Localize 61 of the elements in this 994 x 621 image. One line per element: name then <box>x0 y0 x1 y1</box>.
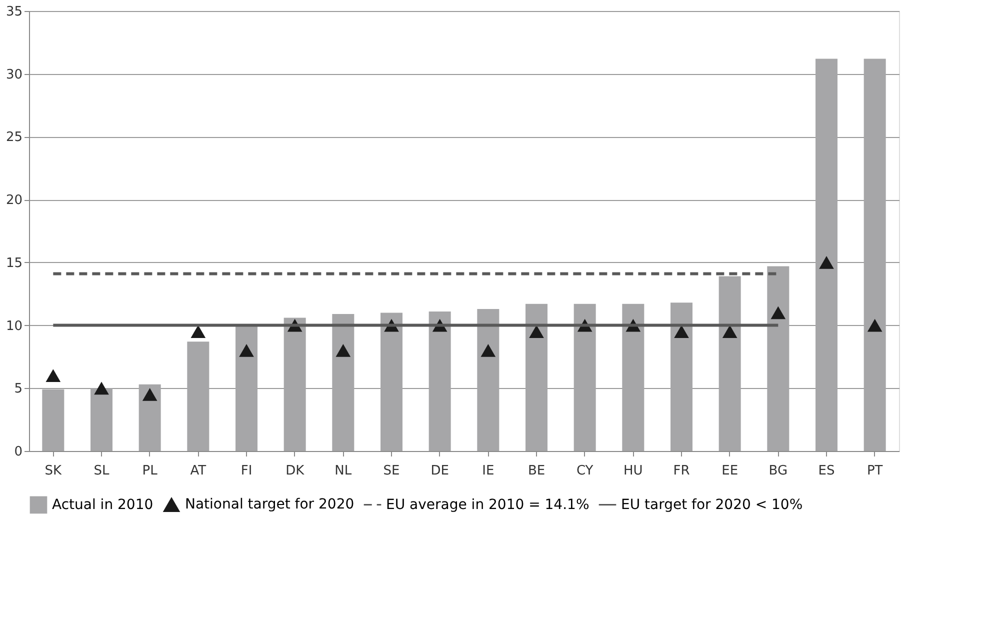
bar <box>767 266 790 451</box>
bar <box>187 342 210 451</box>
bar <box>526 304 548 451</box>
bar <box>284 318 306 451</box>
bar <box>380 312 402 451</box>
legend-label: Actual in 2010 <box>52 496 154 513</box>
x-tick-label: FI <box>240 464 252 478</box>
bar <box>622 304 644 451</box>
y-tick-label: 10 <box>6 318 22 334</box>
bar <box>332 314 354 451</box>
bar <box>428 311 451 451</box>
point <box>94 382 109 395</box>
x-tick-label: PT <box>866 464 883 478</box>
bar <box>670 302 692 451</box>
bar <box>42 389 64 451</box>
point <box>480 344 496 357</box>
x-tick-label: IE <box>482 464 494 478</box>
legend-label: EU target for 2020 < 10% <box>621 496 803 513</box>
x-tick-label: SK <box>44 464 62 478</box>
point <box>722 325 738 338</box>
legend-label: National target for 2020 <box>185 496 354 512</box>
bar <box>864 58 886 451</box>
point <box>336 344 351 357</box>
x-tick-label: EE <box>722 464 738 478</box>
legend-label: EU average in 2010 = 14.1% <box>386 496 590 513</box>
point <box>819 256 834 269</box>
x-tick-label: HU <box>624 464 643 478</box>
point <box>770 306 786 320</box>
x-tick-label: PL <box>142 464 158 478</box>
x-tick-label: DK <box>286 464 305 478</box>
y-tick-label: 15 <box>6 256 22 271</box>
x-tick-label: NL <box>334 464 352 478</box>
bar <box>236 325 258 451</box>
x-tick-label: SL <box>94 464 110 478</box>
bar <box>138 384 161 451</box>
bar <box>477 308 500 451</box>
y-tick-label: 5 <box>14 382 22 397</box>
x-tick-label: ES <box>818 464 835 478</box>
y-tick-label: 0 <box>14 444 22 460</box>
y-tick-label: 35 <box>6 4 22 20</box>
point <box>529 325 544 338</box>
x-tick-label: AT <box>190 464 206 478</box>
y-tick-label: 20 <box>6 193 22 208</box>
bar <box>718 276 741 451</box>
bar <box>816 58 838 451</box>
bar <box>574 304 596 451</box>
point <box>142 388 158 401</box>
bar <box>90 388 112 451</box>
point <box>190 325 206 338</box>
x-tick-label: FR <box>673 464 690 478</box>
x-tick-label: CY <box>576 464 594 478</box>
point <box>674 325 689 338</box>
x-tick-label: SE <box>383 464 400 478</box>
y-tick-label: 25 <box>6 130 22 146</box>
x-tick-label: BG <box>768 464 788 478</box>
point <box>46 369 61 382</box>
x-tick-label: DE <box>430 464 449 478</box>
y-tick-label: 30 <box>6 67 22 82</box>
point <box>867 318 882 332</box>
point <box>239 344 254 357</box>
x-tick-label: BE <box>528 464 546 478</box>
